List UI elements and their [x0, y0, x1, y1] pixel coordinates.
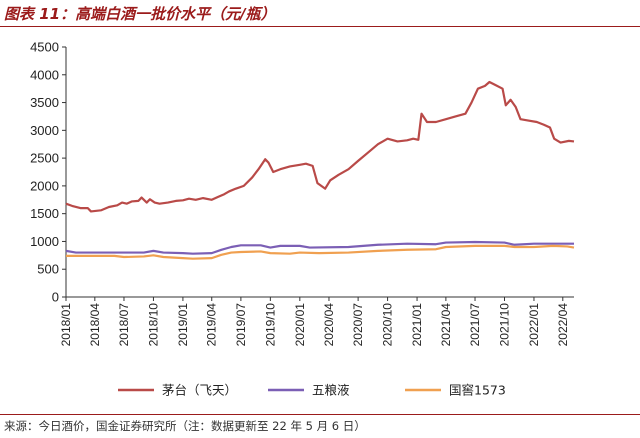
series-lines — [65, 80, 575, 260]
chart-title: 图表 11：高端白酒一批价水平（元/瓶） — [4, 5, 276, 23]
y-tick-label: 2000 — [30, 178, 59, 193]
legend-label-1: 茅台（飞天） — [162, 383, 237, 398]
legend: 茅台（飞天） 五粮液 国窖1573 — [118, 383, 506, 398]
x-tick-label: 2022/04 — [556, 303, 570, 347]
x-tick-label: 2021/04 — [439, 303, 453, 347]
series-line-3 — [66, 244, 575, 260]
x-tick-label: 2018/10 — [146, 303, 160, 347]
x-tick-label: 2019/01 — [176, 303, 190, 347]
y-axis: 0 500 1000 1500 2000 2500 3000 3500 4000 4500 — [30, 40, 67, 305]
y-tick-label: 1000 — [30, 234, 59, 249]
x-tick-label: 2020/04 — [322, 303, 336, 347]
source-note: 来源：今日酒价，国金证券研究所（注：数据更新至 22 年 5 月 6 日） — [4, 419, 366, 433]
x-tick-label: 2022/01 — [527, 303, 541, 347]
x-tick-label: 2019/07 — [234, 303, 248, 347]
source-divider — [0, 414, 640, 415]
y-tick-label: 4500 — [30, 40, 59, 55]
x-axis: 2018/01 2018/04 2018/07 2018/10 2019/01 2019/… — [59, 296, 574, 347]
x-tick-label: 2020/10 — [381, 303, 395, 347]
x-tick-label: 2020/07 — [351, 303, 365, 347]
x-tick-label: 2018/07 — [117, 303, 131, 347]
y-tick-label: 3000 — [30, 123, 59, 138]
x-tick-label: 2018/01 — [59, 303, 73, 347]
x-tick-label: 2021/01 — [410, 303, 424, 347]
line-chart: 0 500 1000 1500 2000 2500 3000 3500 4000 4500 201… — [30, 40, 575, 398]
series-line-2 — [65, 240, 574, 255]
legend-label-3: 国窖1573 — [449, 383, 506, 398]
x-tick-label: 2019/10 — [263, 303, 277, 347]
title-divider — [0, 26, 640, 27]
y-tick-label: 2500 — [30, 151, 59, 166]
y-tick-label: 0 — [52, 290, 59, 305]
y-tick-label: 500 — [37, 262, 59, 277]
x-tick-label: 2019/04 — [205, 303, 219, 347]
series-line-1 — [65, 80, 575, 213]
y-tick-label: 1500 — [30, 206, 59, 221]
x-tick-label: 2018/04 — [88, 303, 102, 347]
y-tick-label: 3500 — [30, 95, 59, 110]
legend-label-2: 五粮液 — [312, 383, 350, 398]
y-tick-label: 4000 — [30, 67, 59, 82]
x-tick-label: 2021/10 — [497, 303, 511, 347]
x-tick-label: 2021/07 — [468, 303, 482, 347]
x-tick-label: 2020/01 — [293, 303, 307, 347]
